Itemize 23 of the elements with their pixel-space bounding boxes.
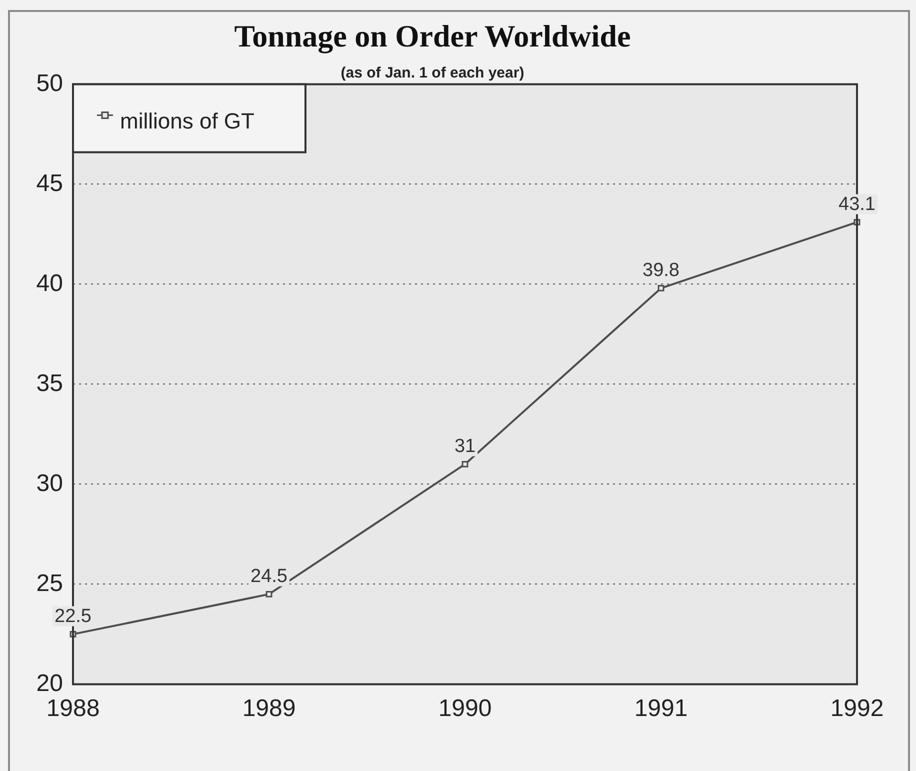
x-tick-label: 1991	[634, 695, 688, 722]
y-tick-label: 20	[36, 670, 63, 697]
x-tick-label: 1992	[830, 695, 884, 722]
x-tick-label: 1989	[242, 695, 296, 722]
chart-subtitle: (as of Jan. 1 of each year)	[340, 64, 524, 82]
y-tick-label: 25	[36, 570, 63, 597]
data-label: 22.5	[54, 606, 92, 627]
y-tick-label: 30	[36, 470, 63, 497]
chart-title: Tonnage on Order Worldwide	[234, 18, 631, 54]
y-tick-label: 40	[36, 270, 63, 297]
point	[658, 284, 664, 292]
x-tick-label: 1990	[438, 695, 492, 722]
legend-label: millions of GT	[120, 108, 254, 134]
point	[266, 590, 272, 598]
x-tick-label: 1988	[46, 695, 100, 722]
data-label: 39.8	[642, 260, 680, 281]
y-tick-label: 50	[36, 70, 63, 97]
y-tick-label: 35	[36, 370, 63, 397]
point	[462, 460, 468, 468]
data-label: 24.5	[250, 566, 288, 587]
y-tick-label: 45	[36, 170, 63, 197]
data-label: 43.1	[838, 194, 876, 215]
data-label: 31	[454, 436, 476, 457]
